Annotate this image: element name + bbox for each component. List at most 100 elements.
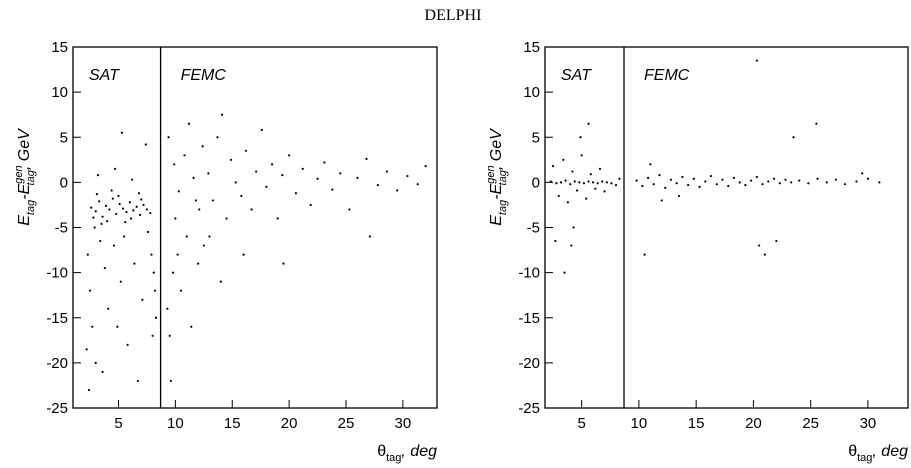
y-axis-label-part: tag <box>25 169 37 185</box>
point <box>118 202 121 206</box>
y-tick-label: -20 <box>518 355 540 372</box>
point <box>767 180 770 183</box>
point <box>113 167 117 170</box>
point <box>125 211 128 214</box>
point <box>646 176 650 179</box>
point <box>94 210 97 213</box>
y-tick-label: -5 <box>527 220 540 237</box>
point <box>664 186 667 189</box>
point <box>110 189 113 192</box>
point <box>101 370 104 373</box>
point <box>416 183 419 186</box>
x-tick-label: 30 <box>395 415 412 432</box>
y-tick-label: 0 <box>532 174 540 191</box>
point <box>815 122 818 125</box>
x-tick-label: 5 <box>114 415 122 432</box>
point <box>174 217 177 220</box>
point <box>124 220 127 224</box>
point <box>596 182 599 185</box>
point <box>187 122 191 125</box>
point <box>93 226 96 229</box>
point <box>144 143 147 146</box>
point <box>301 167 304 170</box>
point <box>704 180 707 183</box>
point <box>244 149 247 152</box>
plot-frame <box>72 46 438 409</box>
point <box>601 180 604 183</box>
point <box>569 183 572 186</box>
point <box>185 235 188 238</box>
y-axis-label-part: E <box>16 215 33 226</box>
point <box>562 158 565 161</box>
point <box>348 208 351 211</box>
point <box>219 280 222 283</box>
point <box>167 136 170 139</box>
point <box>149 211 152 215</box>
point <box>132 209 135 212</box>
point <box>145 208 149 211</box>
point <box>146 230 150 234</box>
point <box>111 197 114 200</box>
x-axis-label-part: θ <box>377 443 386 460</box>
y-tick-label: -10 <box>518 265 540 282</box>
x-tick-label: 20 <box>745 415 762 432</box>
point <box>173 163 176 166</box>
point <box>225 217 228 220</box>
point <box>176 253 179 256</box>
point <box>136 379 139 383</box>
point <box>123 235 126 238</box>
point <box>778 182 781 185</box>
point <box>573 180 576 183</box>
point <box>641 184 644 188</box>
point <box>675 182 678 185</box>
y-axis-label-part: tag <box>25 199 37 215</box>
point <box>758 244 761 247</box>
figure-title: DELPHI <box>425 7 482 24</box>
point <box>356 176 359 179</box>
point <box>669 178 673 181</box>
point <box>108 208 111 211</box>
y-tick-label: 5 <box>532 129 540 146</box>
point <box>643 253 646 256</box>
x-axis-label-part: θ <box>848 443 857 460</box>
point <box>309 203 312 207</box>
x-axis-label: θtag, deg <box>848 443 908 464</box>
point <box>220 113 224 116</box>
point <box>571 170 574 173</box>
y-tick-label: 0 <box>60 174 68 191</box>
point <box>197 262 200 265</box>
y-axis-label-part: -E <box>16 183 33 199</box>
point <box>151 334 154 337</box>
point <box>250 208 253 211</box>
point <box>339 172 342 175</box>
point <box>598 167 602 170</box>
point <box>255 170 258 173</box>
point <box>549 180 552 183</box>
y-axis-label-part: E <box>488 215 505 226</box>
point <box>587 180 590 183</box>
point <box>594 187 597 190</box>
point <box>183 154 186 157</box>
point <box>139 213 142 216</box>
point <box>424 165 427 168</box>
point <box>580 154 583 157</box>
point <box>755 59 758 62</box>
point <box>211 199 215 202</box>
point <box>99 239 102 243</box>
y-tick-label: 5 <box>60 129 68 146</box>
point <box>128 201 131 204</box>
point <box>816 177 819 180</box>
point <box>140 198 143 201</box>
point <box>168 334 171 337</box>
point <box>589 173 592 176</box>
point <box>104 204 108 207</box>
point <box>316 177 319 180</box>
point <box>557 194 560 198</box>
point <box>396 189 399 192</box>
point <box>732 176 736 179</box>
point <box>179 289 183 292</box>
x-tick-label: 10 <box>167 415 184 432</box>
point <box>866 177 870 180</box>
x-axis-label-part: , deg <box>401 443 437 460</box>
